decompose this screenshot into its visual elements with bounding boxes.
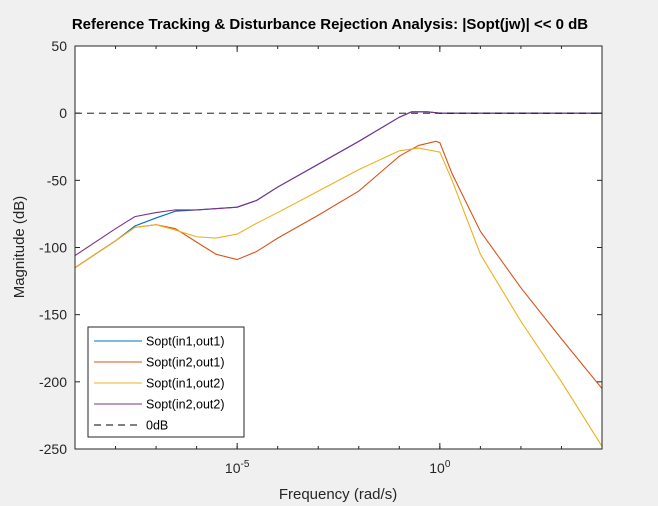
y-tick-label: 50 (51, 38, 67, 54)
series-layer (74, 111, 603, 447)
y-tick-label: -100 (39, 240, 67, 256)
tick-layer: 50 0 -50 -100 -150 -200 -250 10-5 100 (39, 38, 603, 476)
legend-box (87, 326, 245, 438)
y-tick-label: -200 (39, 374, 67, 390)
legend[interactable]: Sopt(in1,out1) Sopt(in2,out1) Sopt(in1,out… (87, 326, 245, 438)
x-tick-label: 100 (429, 459, 451, 476)
legend-entry-label: Sopt(in1,out1) (146, 335, 225, 349)
y-tick-label: 0 (59, 105, 67, 121)
legend-entry-label: Sopt(in1,out2) (146, 377, 225, 391)
legend-entry-label: 0dB (146, 419, 168, 433)
y-tick-label: -250 (39, 441, 67, 457)
x-tick-label: 10-5 (225, 459, 250, 476)
y-axis-label: Magnitude (dB) (11, 196, 28, 299)
legend-entry-label: Sopt(in2,out2) (146, 398, 225, 412)
y-tick-label: -150 (39, 307, 67, 323)
legend-entry-label: Sopt(in2,out1) (146, 356, 225, 370)
y-tick-label: -50 (47, 172, 67, 188)
chart-title: Reference Tracking & Disturbance Rejecti… (72, 16, 588, 33)
x-axis-label: Frequency (rad/s) (279, 486, 397, 503)
series-line-3 (74, 147, 603, 447)
